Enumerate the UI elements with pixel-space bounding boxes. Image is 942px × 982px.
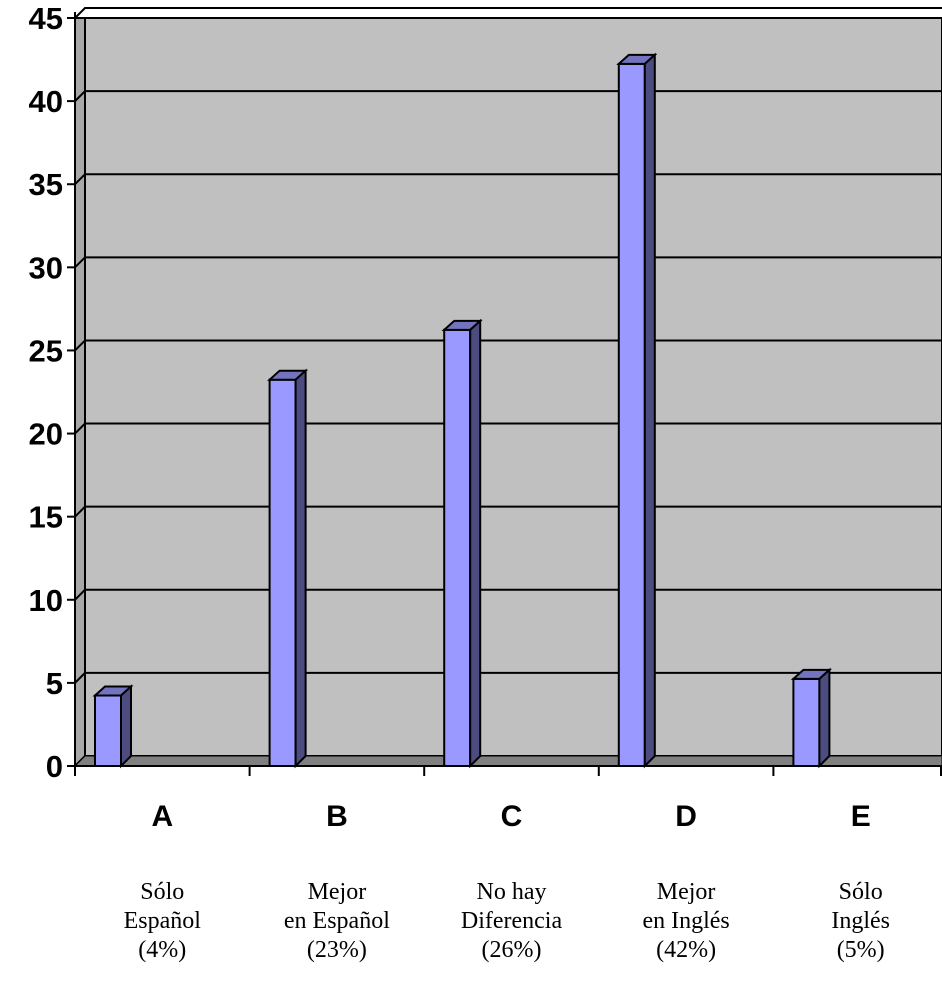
description-line: (23%) <box>306 937 367 963</box>
y-tick-label: 30 <box>29 250 63 285</box>
gridline <box>74 588 942 601</box>
x-axis-category-labels: A B C D E <box>151 800 870 833</box>
description-line: en Inglés <box>642 908 730 934</box>
y-tick-label: 35 <box>29 167 63 202</box>
bar-front <box>443 328 472 767</box>
gridline <box>74 505 942 518</box>
gridline <box>74 90 942 102</box>
description-line: (5%) <box>836 937 885 963</box>
category-description-C: No hay Diferencia (26%) <box>427 878 597 965</box>
gridline <box>74 339 942 352</box>
category-label-C: C <box>501 800 523 833</box>
category-description-D: Mejor en Inglés (42%) <box>601 878 771 965</box>
description-line: Inglés <box>831 908 891 934</box>
bar-side <box>294 368 307 769</box>
bar-front <box>94 694 122 767</box>
gridline <box>74 422 942 435</box>
description-line: en Español <box>283 908 390 934</box>
gridlines <box>74 7 942 684</box>
y-tick-label: 5 <box>46 666 63 701</box>
gridline <box>74 256 942 269</box>
bar-C <box>441 318 483 769</box>
bar-front <box>268 378 297 767</box>
y-tick-label: 10 <box>29 583 63 618</box>
description-line: Sólo <box>838 879 883 905</box>
description-line: (4%) <box>138 937 187 963</box>
bar-side <box>818 667 831 769</box>
bar-side <box>120 684 132 769</box>
y-axis-tick-labels: 0 5 10 15 20 25 30 35 40 45 <box>29 1 63 784</box>
description-line: Diferencia <box>460 908 563 934</box>
y-tick-label: 0 <box>46 749 63 784</box>
y-tick-label: 20 <box>29 417 63 452</box>
category-label-E: E <box>851 800 871 833</box>
back-wall <box>84 17 942 757</box>
bar-A <box>92 684 134 769</box>
description-line: No hay <box>476 879 547 905</box>
gridline <box>74 7 942 19</box>
y-tick-label: 40 <box>29 84 63 119</box>
description-line: Mejor <box>307 879 367 905</box>
category-description-B: Mejor en Español (23%) <box>252 878 422 965</box>
category-label-A: A <box>151 800 173 833</box>
description-line: (26%) <box>481 937 542 963</box>
bar-front <box>617 62 646 768</box>
description-line: Español <box>123 908 201 934</box>
y-tick-label: 25 <box>29 333 63 368</box>
gridline <box>74 671 942 684</box>
bars <box>92 52 833 769</box>
category-description-A: Sólo Español (4%) <box>77 878 247 965</box>
plot-area <box>73 17 942 769</box>
axes <box>67 12 942 776</box>
bar-D <box>616 52 658 769</box>
description-line: Sólo <box>140 879 185 905</box>
y-tick-label: 45 <box>29 1 63 36</box>
category-label-B: B <box>326 800 348 833</box>
bar-side <box>469 318 482 769</box>
description-line: Mejor <box>656 879 716 905</box>
description-line: (42%) <box>656 937 717 963</box>
bar-B <box>266 368 309 769</box>
y-tick-label: 15 <box>29 500 63 535</box>
side-wall <box>74 17 86 769</box>
bar-side <box>643 52 656 769</box>
bar-front <box>792 677 821 768</box>
gridline <box>74 173 942 185</box>
category-description-E: Sólo Inglés (5%) <box>776 878 942 965</box>
bar-E <box>790 667 833 769</box>
category-label-D: D <box>675 800 697 833</box>
